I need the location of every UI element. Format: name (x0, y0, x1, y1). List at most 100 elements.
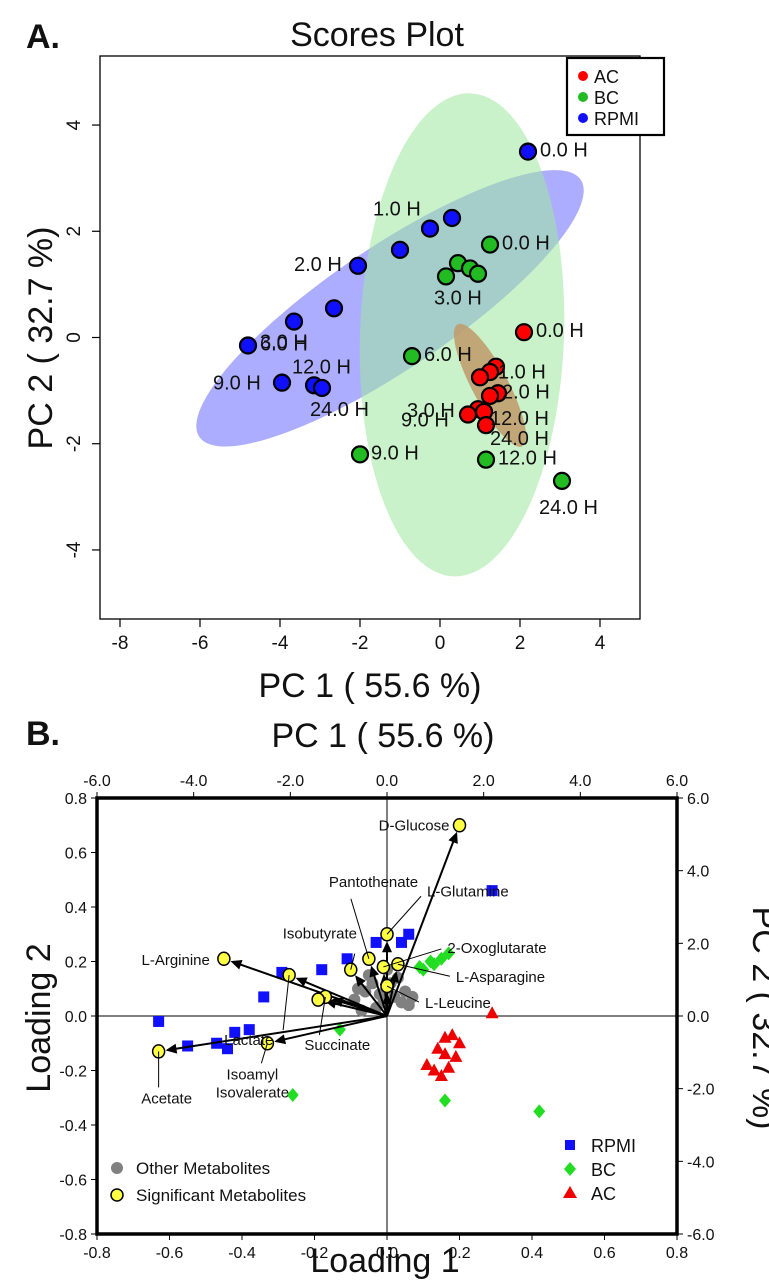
loading-arrowhead-isoamyl-isovalerate-12 (274, 1034, 287, 1045)
b-right-tick-label-6: -6.0 (687, 1227, 715, 1244)
b-top-tick-label-6: 6.0 (666, 773, 688, 790)
rpmi-score-2 (396, 936, 407, 948)
bc-label-0-0-h: 0.0 H (502, 233, 550, 255)
rpmi-label-1-0-h: 1.0 H (373, 199, 421, 221)
panel-a-score-points (238, 142, 572, 491)
ellipse-ac (453, 323, 527, 447)
leader-isoamyl-isovalerate (260, 1043, 268, 1064)
rpmi-score-6 (276, 966, 288, 978)
ac-score-8 (427, 1063, 441, 1076)
panel-a-title: Scores Plot (290, 16, 464, 54)
panel-a-y-axis: 4 2 0 -2 -4 (64, 119, 100, 558)
bc-score-3 (424, 954, 437, 969)
ac-point-3 (470, 368, 490, 387)
ac-score-9 (442, 1060, 456, 1073)
ac-score-0 (485, 1006, 499, 1019)
a-y-tick-label-0: 4 (64, 119, 85, 130)
ac-label-2-0-h: 2.0 H (502, 381, 550, 403)
b-y-tick-label-1: 0.6 (65, 846, 87, 863)
a-y-tick-label-3: -2 (64, 435, 85, 452)
significant-metabolite-lactate-10 (311, 992, 325, 1007)
b-right-tick-label-1: 4.0 (687, 864, 709, 881)
a-x-tick-label-4: 0 (435, 633, 446, 654)
panel-b-axes: -0.8 -0.6 -0.4 -0.2 0.0 0.2 0.4 0.6 0.8 0.8 0.6 0.4… (59, 773, 714, 1262)
b-top-tick-label-2: -2.0 (277, 773, 305, 790)
panel-a-legend: AC BC RPMI (565, 56, 666, 137)
metabolite-label-l-glutamine: L-Glutamine (427, 883, 509, 900)
b-x-tick-label-2: -0.4 (228, 1245, 256, 1262)
legend-bc-dot (578, 92, 588, 102)
b-y-tick-label-8: -0.8 (59, 1227, 87, 1244)
leader-succinate (318, 996, 326, 1036)
b-y-tick-label-6: -0.4 (59, 1118, 87, 1135)
significant-metabolite-l-arginine-7 (217, 951, 231, 967)
significant-metabolite-d-glucose-0 (452, 818, 467, 833)
loading-arrowhead-pantothenate-2 (369, 965, 380, 978)
bc-label-12-0-h: 12.0 H (498, 448, 557, 470)
rpmi-label-24-0-h: 24.0 H (310, 399, 369, 421)
metabolite-label-pantothenate: Pantothenate (329, 874, 418, 891)
rpmi-score-8 (243, 1024, 255, 1036)
rpmi-point-4 (348, 256, 368, 275)
legend-rpmi-dot (578, 113, 588, 123)
leader-pantothenate (350, 898, 370, 959)
panel-b-letter: B. (26, 715, 60, 753)
bc-point-3 (468, 264, 488, 283)
a-y-tick-label-2: 0 (64, 332, 85, 343)
leader-l-asparagine (397, 963, 450, 977)
ac-score-7 (449, 1049, 463, 1062)
b-top-tick-label-3: 0.0 (376, 773, 398, 790)
panel-a-y-axis-title: PC 2 ( 32.7 %) (22, 227, 60, 450)
b-right-tick-label-2: 2.0 (687, 936, 709, 953)
loading-arrow-pantothenate-2 (372, 972, 388, 1017)
ac-score-3 (453, 1036, 466, 1049)
b-x-tick-label-7: 0.6 (593, 1245, 615, 1262)
ac-label-12-0-h: 12.0 H (490, 408, 549, 430)
loading-arrowhead-l-arginine-7 (230, 960, 243, 970)
b-x-tick-label-4: 0.0 (376, 1245, 398, 1262)
legend-bc-score-label: BC (591, 1160, 616, 1180)
bc-score-7 (533, 1104, 546, 1119)
loading-arrowhead-l-asparagine-4 (389, 971, 400, 983)
a-x-tick-label-6: 4 (595, 633, 606, 654)
ac-point-9 (476, 416, 496, 435)
b-y-tick-label-0: 0.8 (65, 791, 87, 808)
rpmi-point-6 (284, 312, 304, 331)
bc-score-5 (413, 959, 426, 974)
panel-b-right-axis-title: PC 2 ( 32.7 %) (745, 907, 769, 1130)
b-y-tick-label-5: -0.2 (59, 1064, 87, 1081)
rpmi-score-7 (258, 991, 270, 1003)
rpmi-score-10 (222, 1043, 233, 1055)
ac-label-9-0-h: 9.0 H (401, 410, 449, 432)
b-y-tick-label-7: -0.6 (59, 1173, 87, 1190)
bc-point-4 (436, 267, 456, 286)
ac-point-0 (514, 323, 534, 342)
rpmi-point-10 (312, 378, 332, 398)
bc-point-0 (480, 235, 500, 254)
rpmi-score-3 (370, 936, 382, 948)
legend-significant-metabolites-dot (110, 1188, 124, 1202)
ac-point-7 (458, 405, 478, 424)
rpmi-point-1 (442, 208, 462, 228)
legend-other-metabolites-label: Other Metabolites (136, 1159, 270, 1178)
b-right-tick-label-3: 0.0 (687, 1009, 709, 1026)
metabolite-label-lactate: Lactate (224, 1032, 273, 1049)
metabolite-label-isobutyrate: Isobutyrate (283, 926, 357, 943)
loading-arrows (165, 831, 458, 1054)
panel-a-letter: A. (26, 18, 60, 56)
b-y-tick-label-4: 0.0 (65, 1009, 87, 1026)
metabolite-label-isoamyl: Isoamyl (227, 1066, 279, 1083)
rpmi-label-2-0-h: 2.0 H (294, 254, 342, 276)
b-y-tick-label-2: 0.4 (65, 900, 87, 917)
b-x-tick-label-8: 0.8 (666, 1245, 688, 1262)
other-metabolite-16 (352, 982, 364, 995)
legend-rpmi-label: RPMI (594, 109, 639, 129)
loading-arrow-lactate-8 (302, 979, 388, 1017)
b-right-tick-label-0: 6.0 (687, 791, 709, 808)
loading-arrow-acetate-11 (173, 1015, 388, 1051)
bc-label-9-0-h: 9.0 H (371, 442, 419, 464)
panel-b-legend-left: Other Metabolites Significant Metabolite… (110, 1159, 306, 1205)
ac-label-3-0-h: 3.0 H (407, 400, 455, 422)
metabolite-label-l-arginine: L-Arginine (142, 952, 210, 969)
